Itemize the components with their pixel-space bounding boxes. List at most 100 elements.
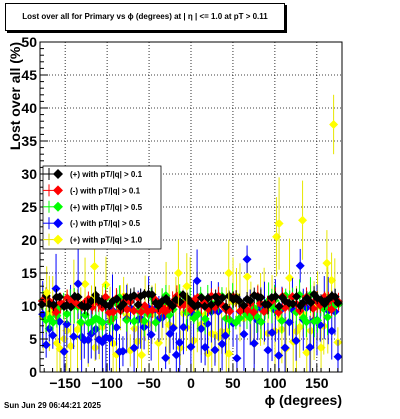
data-point [245, 296, 255, 306]
data-point [55, 344, 65, 354]
legend-box [42, 165, 162, 250]
data-point [147, 305, 157, 315]
legend-marker [53, 218, 63, 229]
legend-label: (+) with pT/|q| > 1.0 [70, 236, 143, 245]
data-point [203, 349, 213, 359]
x-tick-label: 50 [225, 375, 241, 391]
data-point [111, 322, 121, 332]
y-tick-label: 20 [21, 232, 37, 248]
legend-marker [53, 185, 63, 196]
data-point [154, 338, 164, 348]
data-point [306, 326, 316, 336]
data-point [178, 322, 188, 332]
data-point [295, 322, 305, 332]
legend-label: (+) with pT/|q| > 0.5 [70, 203, 143, 212]
data-point [242, 272, 252, 282]
data-point [218, 293, 228, 303]
data-point [192, 276, 202, 286]
data-point [193, 309, 203, 319]
data-point [235, 313, 245, 323]
data-point [224, 315, 234, 325]
data-point [234, 296, 244, 306]
chart-title: Lost over all for Primary vs ϕ (degrees)… [22, 12, 268, 21]
data-point [59, 347, 69, 357]
data-point [200, 314, 210, 324]
data-point [271, 291, 281, 301]
y-tick-label: 30 [21, 166, 37, 182]
data-point [220, 331, 230, 341]
data-point [329, 120, 339, 129]
legend-marker [53, 169, 63, 179]
data-point [274, 350, 284, 360]
data-point [173, 268, 183, 278]
data-point [280, 343, 290, 353]
data-point [90, 261, 100, 271]
data-point [73, 325, 83, 335]
data-point [136, 307, 146, 317]
timestamp-footer: Sun Jun 29 06:44:21 2025 [4, 401, 101, 410]
y-tick-label: 35 [21, 133, 37, 149]
data-point [44, 324, 54, 334]
data-point [249, 338, 259, 348]
data-point [112, 294, 122, 304]
data-point [83, 335, 93, 345]
y-tick-label: 15 [21, 265, 37, 281]
data-point [196, 293, 206, 303]
data-point [274, 301, 284, 311]
data-point [256, 317, 266, 327]
data-point [48, 330, 58, 340]
x-tick-label: −100 [91, 375, 123, 391]
data-point [118, 299, 128, 309]
data-point [291, 336, 301, 346]
x-tick-label: 100 [263, 375, 287, 391]
data-point [285, 273, 295, 283]
title-box: Lost over all for Primary vs ϕ (degrees)… [5, 3, 285, 31]
data-point [49, 300, 59, 310]
data-point [259, 306, 269, 316]
data-point [221, 302, 231, 312]
data-point [267, 328, 277, 338]
data-point [224, 349, 234, 359]
data-point [322, 258, 332, 268]
data-point [256, 292, 266, 302]
data-point [122, 315, 132, 325]
x-axis-label: ϕ (degrees) [265, 392, 342, 408]
data-point [213, 297, 223, 307]
data-point [333, 298, 343, 308]
data-point [323, 312, 333, 322]
x-tick-label: −150 [49, 375, 81, 391]
data-point [66, 341, 76, 351]
outlier-points [42, 94, 339, 320]
data-point [105, 333, 115, 343]
data-point [129, 306, 139, 316]
data-point [306, 298, 316, 308]
y-tick-label: 10 [21, 298, 37, 314]
data-point [313, 315, 323, 325]
data-point [249, 290, 259, 300]
data-points [37, 238, 344, 372]
data-point [284, 317, 294, 327]
data-point [151, 317, 161, 327]
legend-label: (-) with pT/|q| > 0.1 [70, 186, 141, 195]
data-point [97, 317, 107, 327]
data-point [55, 292, 65, 302]
data-point [168, 301, 178, 311]
data-point [196, 324, 206, 334]
grid-lines [40, 42, 342, 372]
y-tick-label: 45 [21, 67, 37, 83]
data-point [301, 317, 311, 327]
data-point [292, 292, 302, 302]
legend-label: (-) with pT/|q| > 0.5 [70, 219, 141, 228]
data-point [146, 330, 156, 340]
data-point [295, 261, 305, 271]
data-point [203, 293, 213, 303]
data-point [175, 338, 185, 348]
data-point [108, 307, 118, 317]
data-point [288, 299, 298, 309]
x-tick-label: 0 [187, 375, 195, 391]
axes: −150 −100 −50 0 50 100 150 0 5 10 15 20 25 30 35 40 45 50… [7, 34, 342, 408]
data-point [137, 350, 147, 360]
data-point [210, 345, 220, 355]
